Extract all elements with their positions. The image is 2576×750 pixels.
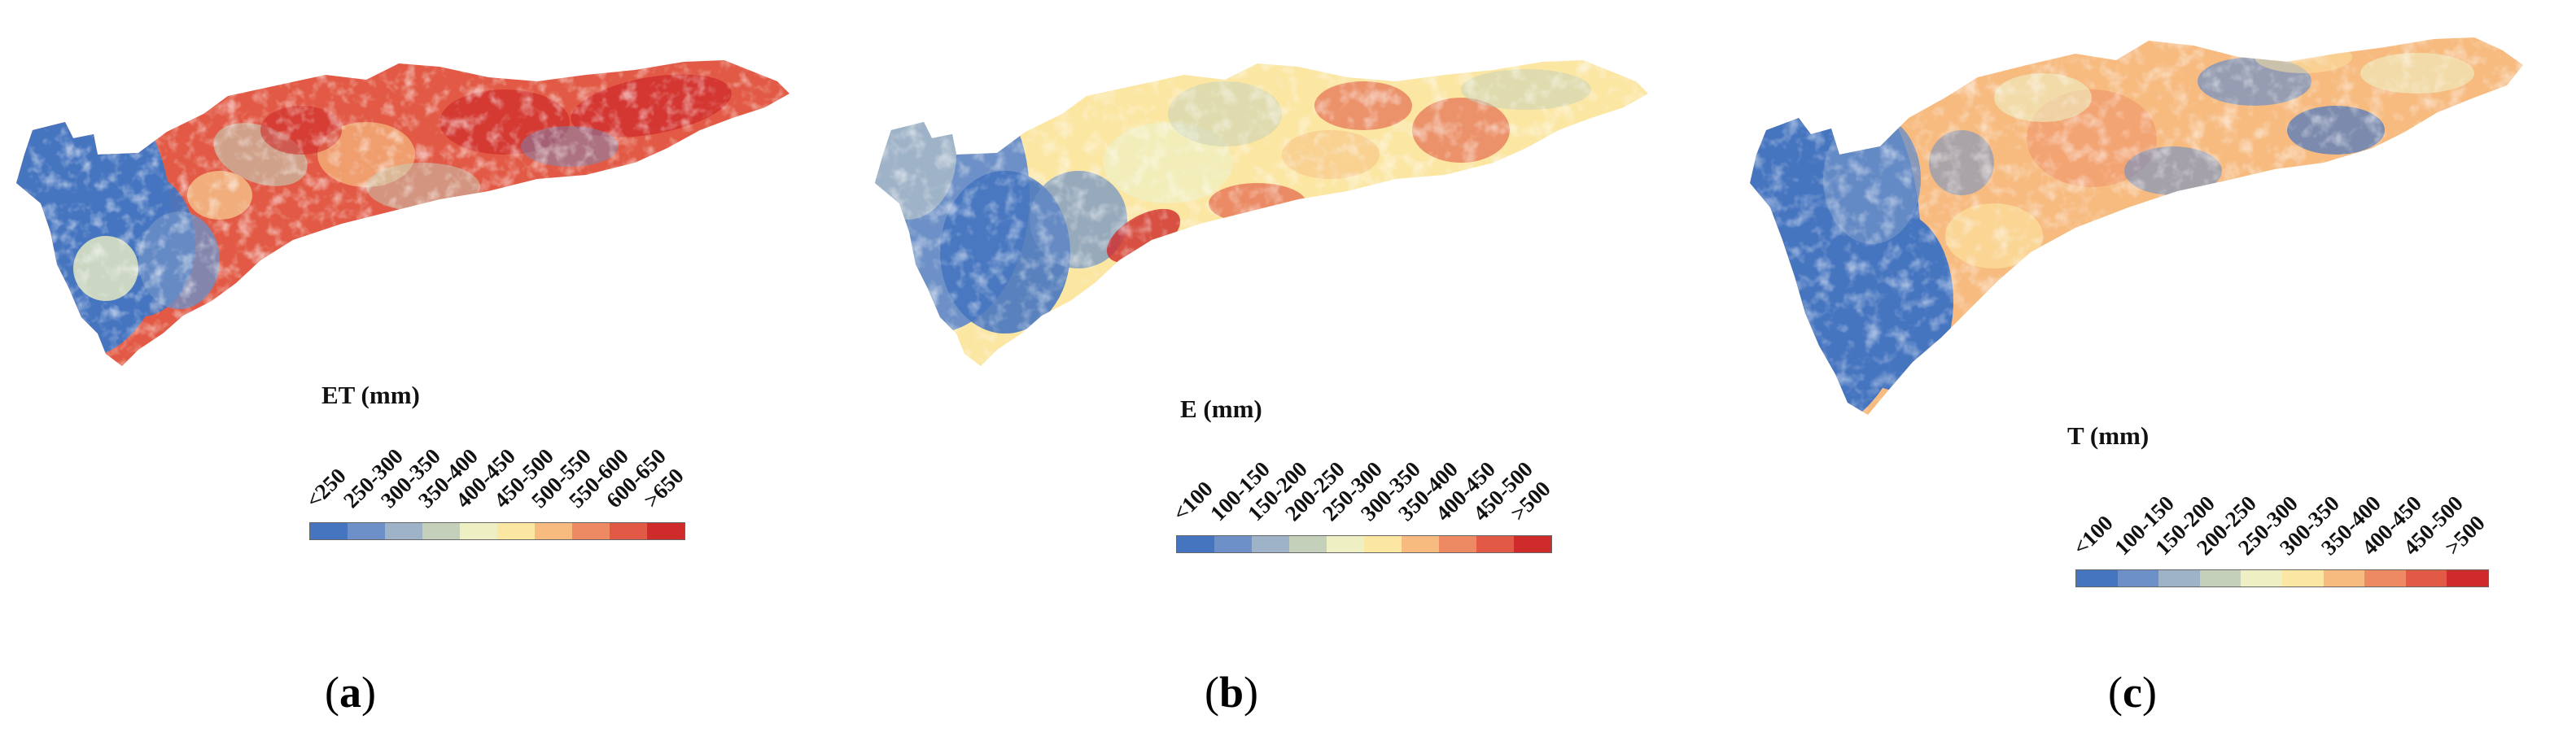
- legend-swatch: [2364, 570, 2406, 586]
- legend-swatch: [2281, 570, 2324, 586]
- legend-swatch: [1476, 536, 1514, 552]
- legend-tick-label: <100: [2067, 510, 2118, 560]
- legend-swatch: [2323, 570, 2365, 586]
- legend-swatch: [2199, 570, 2241, 586]
- t-map: [1750, 37, 2523, 415]
- legend-tick-label: <100: [1167, 476, 1218, 526]
- legend-swatch: [385, 523, 422, 539]
- legend-swatch: [2241, 570, 2282, 586]
- legend-swatch: [1364, 536, 1402, 552]
- legend-swatch: [1514, 536, 1551, 552]
- legend-swatch: [2405, 570, 2447, 586]
- legend-swatch: [2158, 570, 2200, 586]
- legend-swatch: [422, 523, 460, 539]
- legend-swatch: [1252, 536, 1289, 552]
- legend-swatch: [610, 523, 647, 539]
- legend-swatch: [2447, 570, 2488, 586]
- legend-swatch: [348, 523, 385, 539]
- legend-colorbar: [1176, 535, 1552, 553]
- legend-swatch: [1214, 536, 1252, 552]
- legend-colorbar: [2075, 569, 2489, 587]
- legend-swatch: [1402, 536, 1439, 552]
- legend-swatch: [310, 523, 348, 539]
- legend-tick-label: <250: [300, 463, 351, 513]
- legend-swatch: [460, 523, 497, 539]
- panel-label: (c): [2108, 668, 2157, 717]
- legend-swatch: [2117, 570, 2159, 586]
- legend-swatch: [2076, 570, 2118, 586]
- legend-title: T (mm): [2067, 421, 2150, 450]
- legend-title: E (mm): [1180, 395, 1262, 423]
- legend-title: ET (mm): [321, 381, 420, 409]
- map-panel-et: ET (mm) <250 250-300 300-350 350-400 400-450…: [0, 0, 859, 750]
- legend-swatch: [1327, 536, 1364, 552]
- legend-swatch: [647, 523, 684, 539]
- e-map: [875, 60, 1648, 366]
- legend-swatch: [1177, 536, 1214, 552]
- legend-swatch: [535, 523, 572, 539]
- map-panel-e: E (mm) <100 100-150 150-200 200-250 250-300 3…: [859, 0, 1717, 750]
- legend-swatch: [1289, 536, 1327, 552]
- legend-colorbar: [309, 522, 685, 540]
- panel-label: (a): [325, 668, 376, 717]
- legend-swatch: [572, 523, 610, 539]
- et-map: [16, 60, 789, 366]
- legend-swatch: [1439, 536, 1476, 552]
- legend-swatch: [497, 523, 535, 539]
- map-panel-t: T (mm) <100 100-150 150-200 200-250 250-300 3…: [1717, 0, 2576, 750]
- panel-label: (b): [1205, 668, 1259, 717]
